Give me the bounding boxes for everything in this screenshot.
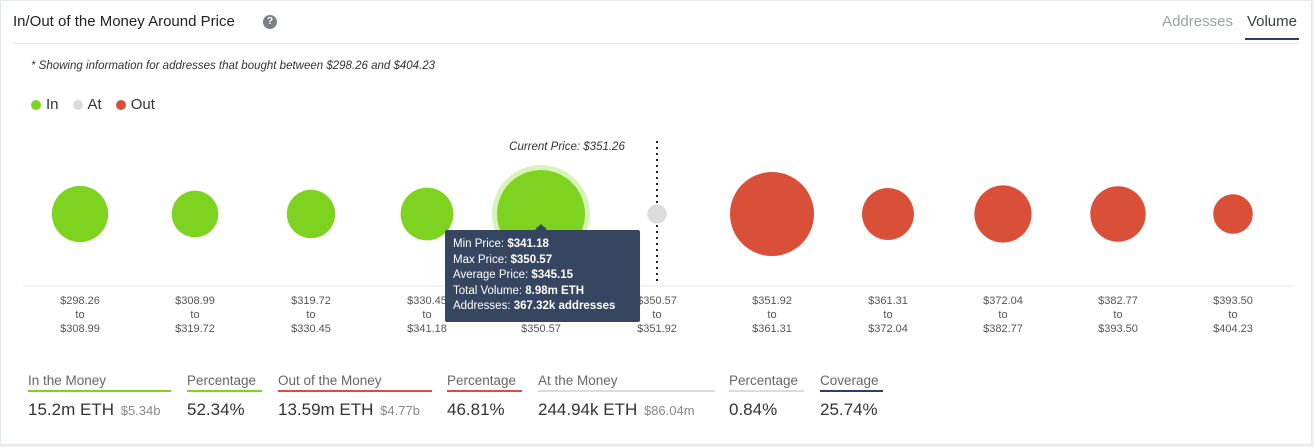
stat-coverage: Coverage 25.74% [820,373,883,420]
stat-label: Percentage [447,373,522,392]
legend-label-out: Out [130,96,155,113]
price-range-label: to [1228,309,1237,321]
bubble-in[interactable] [286,189,336,239]
card-title: In/Out of the Money Around Price [13,13,235,30]
bubble-chart: Current Price: $351.26 $298.26 to $308.99 $3… [23,141,1293,335]
bubble-out[interactable] [1213,194,1253,234]
tooltip-row-volume: Total Volume: 8.98m ETH [453,284,585,297]
price-range-label: to [190,309,199,321]
price-range-label: $382.77 [983,323,1023,335]
price-range-label: $393.50 [1098,323,1138,335]
price-range-label: $361.31 [752,323,792,335]
price-range-label: $372.04 [868,323,908,335]
price-range-label: to [998,309,1007,321]
price-range-label: $330.45 [291,323,331,335]
stat-value: 46.81% [447,400,505,419]
question-icon[interactable]: ? [263,15,277,29]
price-range-label: to [767,309,776,321]
bubble-in[interactable] [171,190,219,238]
stat-label: Percentage [187,373,262,392]
tooltip-row-min: Min Price: $341.18 [453,238,549,250]
current-price-label: Current Price: $351.26 [509,141,625,153]
stat-in-percentage: Percentage 52.34% [187,373,262,420]
stat-label: Out of the Money [278,373,432,392]
tab-addresses[interactable]: Addresses [1162,13,1233,30]
price-range-label: $308.99 [175,295,215,307]
chart-legend: In At Out [31,96,155,113]
bubble-out[interactable] [862,188,914,240]
legend-label-at: At [87,96,102,113]
tab-volume[interactable]: Volume [1244,13,1299,40]
bubble-in[interactable] [400,187,454,241]
price-range-label: $361.31 [868,295,908,307]
price-range-label: to [1113,309,1122,321]
bubble-at[interactable] [647,204,667,224]
header-divider [13,43,1299,44]
legend-label-in: In [46,96,59,113]
legend-dot-at [72,99,83,110]
stat-value: 25.74% [820,400,878,419]
price-range-label: $382.77 [1098,295,1138,307]
price-range-label: to [883,309,892,321]
legend-item-in[interactable]: In [31,96,59,113]
stat-label: Coverage [820,373,883,392]
stat-out-of-the-money: Out of the Money 13.59m ETH $4.77b [278,373,432,420]
price-range-label: $330.45 [407,295,447,307]
stat-value: 0.84% [729,400,778,419]
range-note: * Showing information for addresses that… [31,60,436,72]
bubble-out[interactable] [974,185,1032,243]
price-range-label: to [652,309,661,321]
price-range-label: $393.50 [1213,295,1253,307]
price-range-label: $351.92 [752,295,792,307]
bubble-out[interactable] [730,172,814,256]
stat-out-percentage: Percentage 46.81% [447,373,522,420]
price-range-label: to [422,309,431,321]
price-range-label: $372.04 [983,295,1023,307]
price-range-label: to [306,309,315,321]
stat-label: Percentage [729,373,804,392]
price-range-label: $341.18 [407,323,447,335]
price-range-label: $404.23 [1213,323,1253,335]
price-range-label: $351.92 [637,323,677,335]
stat-at-percentage: Percentage 0.84% [729,373,804,420]
tooltip-row-addresses: Addresses: 367.32k addresses [453,300,616,312]
stat-in-the-money: In the Money 15.2m ETH $5.34b [28,373,171,420]
price-range-label: $319.72 [175,323,215,335]
view-tabs: Addresses Volume [1160,13,1299,40]
price-range-label: $319.72 [291,295,331,307]
tooltip-row-avg: Average Price: $345.15 [453,269,573,281]
price-range-label: $298.26 [60,295,100,307]
stat-value: 244.94k ETH $86.04m [538,400,695,419]
legend-item-out[interactable]: Out [115,96,155,113]
legend-item-at[interactable]: At [72,96,102,113]
legend-dot-in [31,99,41,110]
price-range-label: to [75,309,84,321]
legend-dot-out [115,99,126,110]
stat-value: 15.2m ETH $5.34b [28,400,161,419]
price-range-label: $350.57 [521,323,561,335]
price-range-label: $308.99 [60,323,100,335]
bubble-out[interactable] [1090,186,1146,242]
price-range-label: $350.57 [637,295,677,307]
stat-label: In the Money [28,373,171,392]
tooltip-row-max: Max Price: $350.57 [453,253,553,266]
bubble-in[interactable] [51,185,109,243]
stat-value: 52.34% [187,400,245,419]
bubble-tooltip: Min Price: $341.18 Max Price: $350.57 Av… [445,224,640,322]
tooltip-arrow [535,224,547,230]
stat-at-the-money: At the Money 244.94k ETH $86.04m [538,373,715,420]
stat-label: At the Money [538,373,715,392]
stat-value: 13.59m ETH $4.77b [278,400,420,419]
